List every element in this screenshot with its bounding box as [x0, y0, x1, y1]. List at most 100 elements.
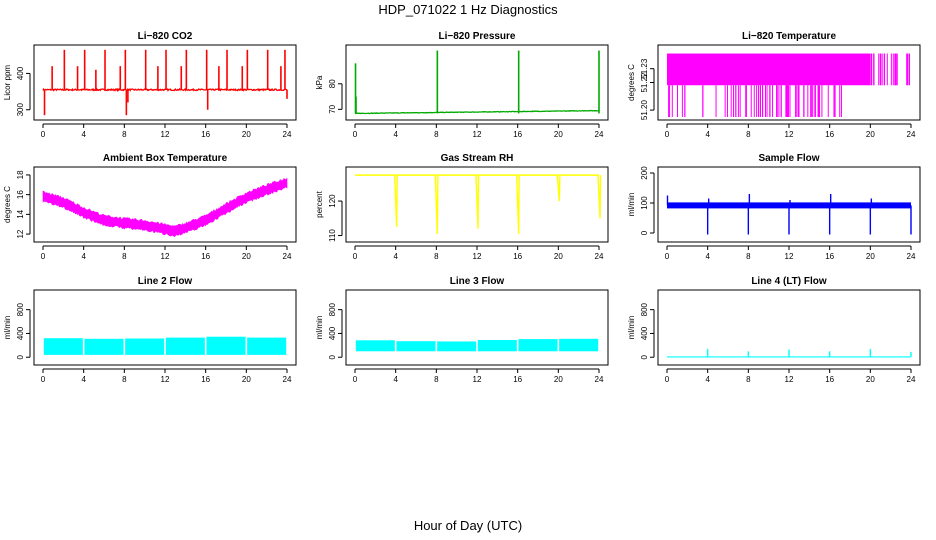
plot-frame: [345, 44, 609, 121]
y-axis-label: degrees C: [3, 186, 12, 223]
plot-frame: [657, 44, 921, 121]
data-band: [518, 339, 558, 352]
x-tick-label: 12: [161, 130, 170, 139]
data-band: [667, 53, 871, 86]
x-tick-label: 12: [785, 252, 794, 261]
panel-title: Gas Stream RH: [441, 153, 514, 164]
data-band: [396, 341, 436, 352]
series-3: [42, 177, 288, 238]
y-tick-label: 0: [640, 230, 649, 235]
x-tick-label: 0: [353, 130, 358, 139]
x-tick-label: 16: [201, 375, 210, 384]
data-dip: [597, 175, 602, 219]
x-tick-label: 8: [122, 375, 127, 384]
data-dip: [515, 175, 520, 234]
x-tick-label: 12: [473, 375, 482, 384]
x-tick-label: 4: [705, 252, 710, 261]
x-tick-label: 8: [122, 252, 127, 261]
y-axis-label: degrees C: [627, 64, 636, 101]
panel-title: Sample Flow: [758, 153, 819, 164]
y-tick-label: 400: [328, 326, 337, 340]
x-tick-label: 4: [393, 252, 398, 261]
panel-8: Line 4 (LT) Flow ml/min 0 4 8 12 16 20 24 0 400 800: [627, 276, 921, 384]
x-tick-label: 20: [866, 252, 875, 261]
panel-title: Li−820 CO2: [138, 31, 193, 42]
panel-title: Line 4 (LT) Flow: [751, 276, 827, 287]
data-band: [43, 338, 83, 355]
series-7: [355, 338, 599, 352]
panel-5: Sample Flow ml/min 0 4 8 12 16 20 24 0 100 200: [627, 153, 921, 261]
series-5: [666, 194, 912, 235]
x-tick-label: 0: [41, 252, 46, 261]
y-tick-label: 16: [16, 190, 25, 199]
y-tick-label: 400: [16, 326, 25, 340]
panel-title: Ambient Box Temperature: [103, 153, 228, 164]
x-tick-label: 24: [283, 375, 292, 384]
data-dip: [393, 175, 398, 227]
panel-7: Line 3 Flow ml/min 0 4 8 12 16 20 24 0 400 800: [315, 276, 609, 384]
data-band: [559, 338, 599, 352]
panel-1: Li−820 Pressure kPa 0 4 8 12 16 20 24 70 80: [315, 31, 609, 139]
panel-3: Ambient Box Temperature degrees C 0 4 8 12 16 2…: [3, 153, 297, 261]
data-dip: [434, 175, 439, 234]
plot-frame: [33, 166, 297, 243]
data-line: [42, 87, 288, 93]
x-tick-label: 0: [41, 130, 46, 139]
y-axis-label: ml/min: [315, 316, 324, 340]
x-tick-label: 12: [161, 375, 170, 384]
plot-frame: [345, 289, 609, 366]
data-band: [437, 341, 477, 352]
data-dip: [475, 175, 480, 229]
panel-0: Li−820 CO2 Licor ppm 0 4 8 12 16 20 24 300 400: [3, 31, 297, 139]
x-tick-label: 24: [907, 130, 916, 139]
x-tick-label: 8: [746, 375, 751, 384]
x-tick-label: 24: [283, 252, 292, 261]
series-0: [42, 49, 288, 116]
y-tick-label: 14: [16, 209, 25, 218]
figure-title: HDP_071022 1 Hz Diagnostics: [378, 2, 558, 17]
plot-frame: [33, 289, 297, 366]
data-band: [355, 340, 395, 352]
series-4: [355, 174, 602, 234]
x-tick-label: 0: [41, 375, 46, 384]
y-tick-label: 400: [640, 326, 649, 340]
figure-x-axis-label: Hour of Day (UTC): [413, 518, 523, 533]
x-tick-label: 12: [785, 130, 794, 139]
x-tick-label: 24: [595, 375, 604, 384]
data-band: [206, 336, 246, 355]
x-tick-label: 24: [907, 252, 916, 261]
x-tick-label: 12: [473, 252, 482, 261]
y-tick-label: 0: [328, 354, 337, 359]
x-tick-label: 20: [866, 130, 875, 139]
x-tick-label: 16: [513, 375, 522, 384]
y-tick-label: 800: [16, 302, 25, 316]
data-band: [477, 339, 517, 352]
y-tick-label: 51.20: [640, 100, 649, 121]
panel-2: Li−820 Temperature degrees C 0 4 8 12 16 20 24 51…: [627, 31, 921, 139]
y-tick-label: 110: [328, 229, 337, 242]
y-tick-label: 70: [328, 104, 337, 113]
x-tick-label: 24: [907, 375, 916, 384]
x-tick-label: 16: [825, 252, 834, 261]
x-tick-label: 4: [705, 130, 710, 139]
y-tick-label: 300: [16, 103, 25, 117]
data-band: [125, 338, 165, 355]
plot-frame: [33, 44, 297, 121]
x-tick-label: 8: [434, 130, 439, 139]
series-8: [667, 348, 912, 358]
plot-frame: [657, 166, 921, 243]
data-band: [247, 337, 287, 355]
x-tick-label: 0: [353, 252, 358, 261]
y-tick-label: 18: [16, 170, 25, 179]
x-tick-label: 16: [825, 130, 834, 139]
data-band: [165, 337, 205, 355]
x-tick-label: 4: [705, 375, 710, 384]
x-tick-label: 4: [81, 375, 86, 384]
x-tick-label: 24: [595, 252, 604, 261]
series-2: [667, 53, 911, 117]
x-tick-label: 20: [554, 130, 563, 139]
x-tick-label: 16: [201, 130, 210, 139]
x-tick-label: 12: [473, 130, 482, 139]
x-tick-label: 0: [665, 375, 670, 384]
y-tick-label: 400: [16, 66, 25, 80]
